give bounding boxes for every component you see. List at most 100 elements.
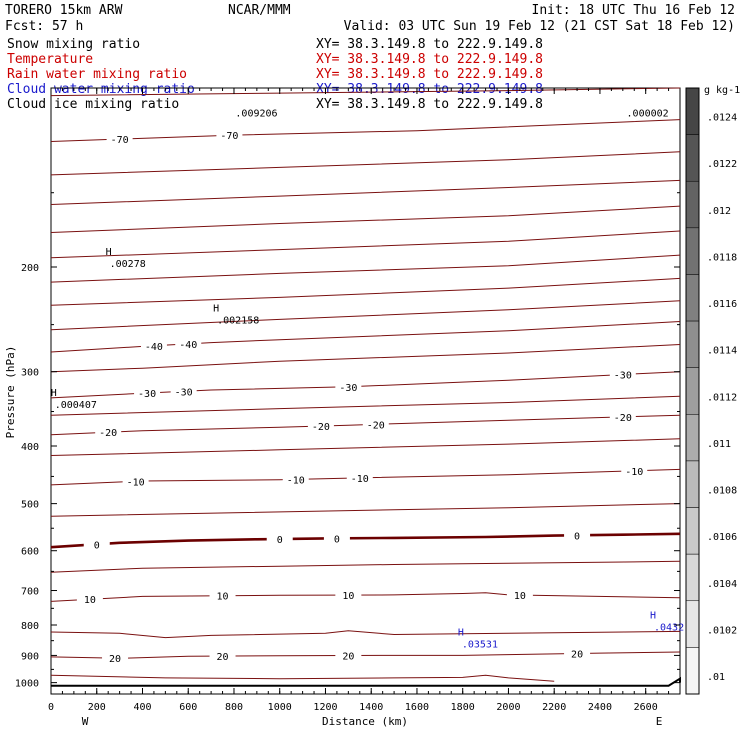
colorbar-frame <box>685 87 700 695</box>
legend-temperature-xy: XY= 38.3.149.8 to 222.9.149.8 <box>316 52 543 67</box>
y-tick-label: 300 <box>21 368 39 379</box>
isotherm-label: 10 <box>217 592 229 603</box>
isotherm-label-bg <box>506 589 533 602</box>
colorbar-segment <box>685 553 700 602</box>
isotherm-line <box>50 230 681 259</box>
isotherm-label-bg <box>362 418 389 431</box>
isotherm-line <box>50 277 681 306</box>
x-axis-label: Distance (km) <box>322 715 408 728</box>
isotherm-label-bg <box>140 339 167 352</box>
y-tick-label: 500 <box>21 500 39 511</box>
isotherm-label: -10 <box>127 477 145 488</box>
colorbar-segment <box>685 600 700 648</box>
x-tick-label: 600 <box>179 702 197 713</box>
field-legend: Snow mixing ratio XY= 38.3.149.8 to 222.… <box>7 37 543 112</box>
x-tick-label: 1000 <box>268 702 292 713</box>
colorbar-tick-label: .0106 <box>707 532 737 543</box>
x-axis: 0 200 400 600 800 1000 1200 1400 1600 1800 2000 220… <box>48 88 670 713</box>
x-tick-label: 2000 <box>496 702 520 713</box>
legend-snow-name: Snow mixing ratio <box>7 37 140 52</box>
isotherm-label: -40 <box>145 342 163 353</box>
colorbar-segment <box>685 320 700 368</box>
isotherm-line <box>50 344 681 373</box>
isotherm-label-bg <box>323 532 350 545</box>
isotherm-label: -30 <box>138 389 156 400</box>
x-tick-label: 400 <box>133 702 151 713</box>
colorbar-segment <box>685 367 700 415</box>
colorbar-tick-label: .0112 <box>707 392 737 403</box>
x-axis-west-label: W <box>82 715 89 728</box>
colorbar: .0124 .0122 .012 .0118 .0116 .0114 .0112 .011 .0… <box>685 87 737 695</box>
y-tick-label: 600 <box>21 547 39 558</box>
isotherm-label: -30 <box>614 371 632 382</box>
isotherm-label-bg <box>170 385 197 398</box>
isotherm-label-bg <box>609 368 636 381</box>
legend-temperature-name: Temperature <box>7 52 93 67</box>
isotherm-label-bg <box>335 649 362 662</box>
isotherm-label-bg <box>609 410 636 423</box>
isotherm-label-bg <box>266 532 293 545</box>
legend-cloud-water-name: Cloud water mixing ratio <box>7 82 195 97</box>
isotherm-label-bg <box>209 650 236 663</box>
isotherm-label: -20 <box>312 422 330 433</box>
isotherm-label: -20 <box>99 428 117 439</box>
colorbar-segment <box>685 180 700 229</box>
isotherm-label: -10 <box>287 475 305 486</box>
isotherm-label-bg <box>76 593 103 606</box>
isotherm-label: 20 <box>571 649 583 660</box>
colorbar-tick-label: .0114 <box>707 346 737 357</box>
max-value-label: .00278 <box>110 259 146 270</box>
max-value-label: .009206 <box>235 109 277 120</box>
isotherm-line <box>50 503 681 517</box>
x-tick-label: 200 <box>88 702 106 713</box>
y-tick-label: 400 <box>21 442 39 453</box>
colorbar-segment <box>685 227 700 275</box>
isotherm-line <box>50 87 681 97</box>
max-value-label: .000002 <box>627 109 669 120</box>
isotherm-label-bg <box>106 133 133 146</box>
isotherm-label: 20 <box>109 654 121 665</box>
isotherm-label: -70 <box>111 135 129 146</box>
max-value-label: .03531 <box>462 640 498 651</box>
isotherm-line <box>50 300 681 331</box>
isotherm-label-bg <box>282 473 309 486</box>
max-value-label: .000407 <box>55 400 97 411</box>
isotherm-line <box>50 179 681 205</box>
isotherm-label: 10 <box>342 591 354 602</box>
isotherm-label-bg <box>307 420 334 433</box>
max-marker: H <box>213 303 219 314</box>
colorbar-tick-label: .0104 <box>707 579 737 590</box>
isotherm-line <box>50 205 681 233</box>
colorbar-tick-label: .01 <box>707 672 725 683</box>
colorbar-segment <box>685 414 700 462</box>
isotherm-label-bg <box>83 538 110 551</box>
colorbar-segment <box>685 134 700 182</box>
isotherm-label: 0 <box>277 535 283 546</box>
isotherm-label-bg <box>134 386 161 399</box>
isotherm-label: -40 <box>179 340 197 351</box>
legend-snow-xy: XY= 38.3.149.8 to 222.9.149.8 <box>316 37 543 52</box>
colorbar-segment <box>685 274 700 322</box>
legend-cloud-water-xy: XY= 38.3.149.8 to 222.9.149.8 <box>316 82 543 97</box>
isotherm-line <box>50 560 681 573</box>
colorbar-tick-label: .0108 <box>707 486 737 497</box>
isotherm-label: -30 <box>339 383 357 394</box>
plot-frame <box>50 87 681 695</box>
colorbar-segment <box>685 87 700 135</box>
isotherm-label-bg <box>102 652 129 665</box>
x-tick-label: 2200 <box>542 702 566 713</box>
y-tick-label: 800 <box>21 621 39 632</box>
isotherm-label-bg <box>621 464 648 477</box>
colorbar-segment <box>685 647 700 695</box>
isotherm-line <box>50 151 681 176</box>
max-marker: H <box>106 247 112 258</box>
isotherm-line <box>50 438 681 456</box>
max-value-label: .0432 <box>654 623 684 634</box>
isotherm-line <box>50 592 681 602</box>
x-tick-label: 2600 <box>634 702 658 713</box>
isotherm-label-bg <box>564 647 591 660</box>
x-tick-label: 1400 <box>359 702 383 713</box>
colorbar-tick-label: .0124 <box>707 113 737 124</box>
